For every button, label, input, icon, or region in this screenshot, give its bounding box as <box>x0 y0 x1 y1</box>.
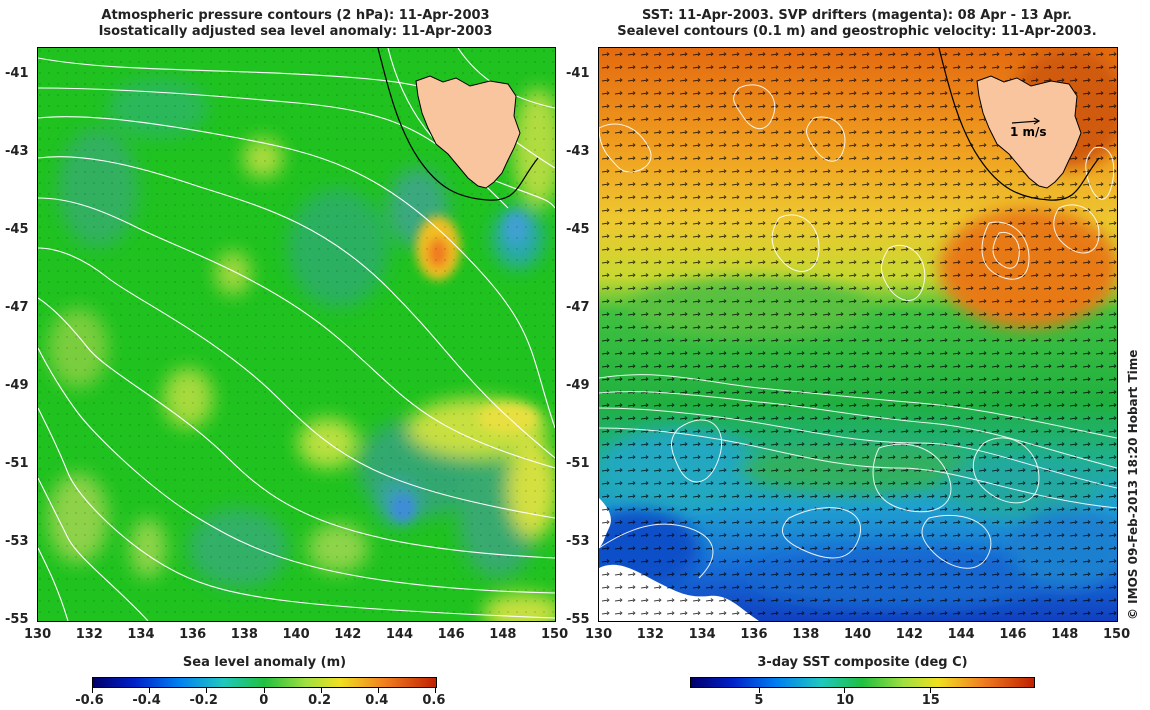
left-lon-tick-label: 130 <box>24 627 52 642</box>
right-lon-tick-label: 142 <box>895 627 923 642</box>
right-lat-tick-label: -41 <box>566 66 590 82</box>
right-lat-tick-label: -47 <box>566 300 590 316</box>
sla-colorbar-tick-mark <box>149 688 151 693</box>
right-lat-tick-label: -43 <box>566 144 590 160</box>
sla-colorbar-tick-label: 0.4 <box>365 693 389 708</box>
left-lat-tick-label: -55 <box>5 612 29 627</box>
sla-colorbar <box>92 677 437 688</box>
left-lon-tick-label: 142 <box>334 627 362 642</box>
left-lat-tick-label: -41 <box>5 66 29 82</box>
sla-colorbar-tick-mark <box>206 688 208 693</box>
sla-colorbar-tick-mark <box>435 688 436 693</box>
shelf-contour-sst <box>938 48 1100 201</box>
right-lon-tick-label: 132 <box>636 627 664 642</box>
sst-colorbar-tick-label: 15 <box>921 693 940 708</box>
left-lat-tick-label: -51 <box>5 456 29 472</box>
sst-colorbar-tick-label: 5 <box>754 693 764 708</box>
left-title-line1: Atmospheric pressure contours (2 hPa): 1… <box>101 8 490 23</box>
left-lat-tick-label: -53 <box>5 534 29 550</box>
sst-map-canvas <box>599 48 1117 621</box>
right-lon-tick-label: 144 <box>947 627 975 642</box>
sla-map-canvas <box>38 48 555 621</box>
right-lon-tick-label: 136 <box>740 627 768 642</box>
sst-colorbar <box>690 677 1035 688</box>
sla-colorbar-tick-label: 0 <box>259 693 269 708</box>
right-lat-tick-label: -55 <box>566 612 590 627</box>
sla-colorbar-tick-mark <box>263 688 265 693</box>
pressure-contours <box>38 48 555 621</box>
imos-credit: © IMOS 09-Feb-2013 18:20 Hobart Time <box>1126 349 1140 620</box>
left-title-line2: Isostatically adjusted sea level anomaly… <box>98 24 493 39</box>
right-lat-tick-label: -53 <box>566 534 590 550</box>
shelf-contour <box>377 48 539 201</box>
sst-colorbar-title: 3-day SST composite (deg C) <box>757 655 968 670</box>
tasmania-land <box>415 75 521 189</box>
sla-colorbar-tick-mark <box>92 688 93 693</box>
right-lon-tick-label: 148 <box>1051 627 1079 642</box>
sea-level-anomaly-map[interactable] <box>37 47 556 622</box>
sla-colorbar-tick-label: 0.6 <box>422 693 446 708</box>
sst-colorbar-tick-label: 10 <box>835 693 855 708</box>
right-lat-tick-label: -51 <box>566 456 590 472</box>
sla-colorbar-tick-mark <box>320 688 322 693</box>
left-lon-tick-label: 132 <box>75 627 103 642</box>
sst-colorbar-tick-mark <box>758 688 760 693</box>
sst-colorbar-tick-mark <box>844 688 846 693</box>
sla-colorbar-tick-label: -0.6 <box>75 693 104 708</box>
left-lat-tick-label: -47 <box>5 300 29 316</box>
left-lon-tick-label: 134 <box>127 627 155 642</box>
sla-colorbar-tick-label: -0.4 <box>132 693 161 708</box>
left-lat-tick-label: -45 <box>5 222 29 238</box>
sla-colorbar-tick-label: 0.2 <box>308 693 332 708</box>
right-lat-tick-label: -49 <box>566 378 590 394</box>
left-lon-tick-label: 140 <box>282 627 310 642</box>
right-lon-tick-label: 146 <box>999 627 1027 642</box>
sst-colorbar-tick-mark <box>930 688 932 693</box>
left-lon-tick-label: 136 <box>179 627 207 642</box>
right-title-line1: SST: 11-Apr-2003. SVP drifters (magenta)… <box>642 8 1072 23</box>
velocity-scale-arrow <box>1011 117 1041 125</box>
right-lon-tick-label: 150 <box>1103 627 1131 642</box>
left-lon-tick-label: 148 <box>489 627 517 642</box>
right-lon-tick-label: 134 <box>688 627 716 642</box>
sla-colorbar-tick-label: -0.2 <box>189 693 218 708</box>
sst-map[interactable]: 1 m/s <box>598 47 1118 622</box>
left-lon-tick-label: 150 <box>541 627 569 642</box>
right-lon-tick-label: 140 <box>844 627 872 642</box>
sla-colorbar-title: Sea level anomaly (m) <box>182 655 347 670</box>
sealevel-contours <box>599 84 1117 579</box>
left-lon-tick-label: 144 <box>385 627 414 642</box>
right-lat-tick-label: -45 <box>566 222 590 238</box>
velocity-scale-label: 1 m/s <box>1010 125 1047 139</box>
sla-colorbar-tick-mark <box>377 688 379 693</box>
right-title-line2: Sealevel contours (0.1 m) and geostrophi… <box>617 24 1097 39</box>
left-lat-tick-label: -43 <box>5 144 29 160</box>
right-lon-tick-label: 130 <box>585 627 613 642</box>
left-lon-tick-label: 146 <box>437 627 465 642</box>
tasmania-land-sst <box>976 75 1082 189</box>
left-lon-tick-label: 138 <box>230 627 258 642</box>
left-lat-tick-label: -49 <box>5 378 29 394</box>
right-lon-tick-label: 138 <box>792 627 820 642</box>
